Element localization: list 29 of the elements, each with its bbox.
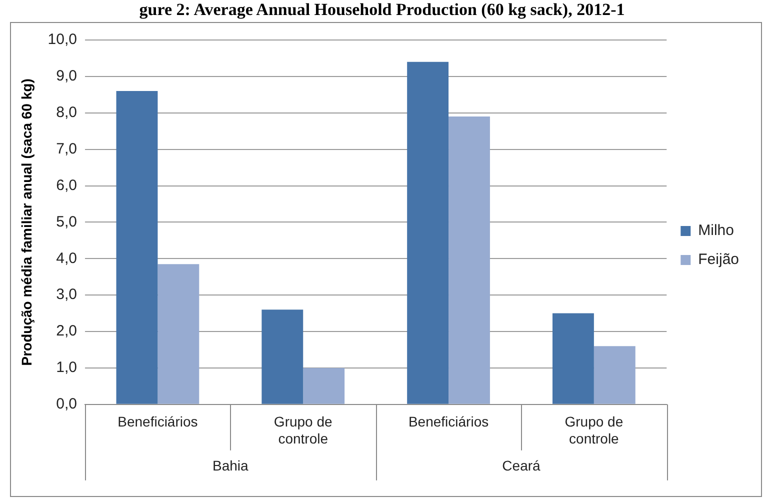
y-tick-label: 9,0 — [56, 68, 77, 85]
bar — [262, 310, 304, 404]
y-tick-label: 1,0 — [56, 359, 77, 376]
bar — [594, 346, 636, 404]
legend-label: Milho — [698, 222, 734, 240]
chart-title: gure 2: Average Annual Household Production (60 kg sack), 2012-1 — [138, 0, 626, 21]
y-axis-title: Produção média familiar anual (saca 60 kg) — [18, 78, 34, 366]
x-tick-label: Grupo de controle — [274, 414, 333, 446]
bar — [552, 313, 594, 404]
y-tick-label: 3,0 — [56, 286, 77, 304]
x-tick-label: Grupo de controle — [564, 414, 624, 446]
legend-label: Feijão — [698, 251, 740, 268]
y-tick-label: 8,0 — [56, 104, 77, 122]
y-tick-label: 6,0 — [56, 176, 77, 194]
text: Bahia — [212, 457, 249, 474]
x-tick-label: Beneficiários — [118, 414, 198, 430]
text: Ceará — [502, 457, 541, 474]
bar — [158, 264, 200, 404]
y-tick-label: 5,0 — [56, 213, 77, 230]
bar — [303, 368, 345, 404]
y-tick-label: 2,0 — [56, 322, 77, 340]
bar — [407, 62, 449, 404]
y-tick-label: 4,0 — [56, 250, 77, 267]
x-tick-label: Beneficiários — [408, 414, 489, 430]
bar — [448, 116, 490, 404]
y-tick-label: 10,0 — [48, 31, 77, 48]
bar — [116, 91, 158, 404]
y-tick-label: 0,0 — [56, 396, 77, 413]
y-tick-label: 7,0 — [56, 140, 77, 158]
